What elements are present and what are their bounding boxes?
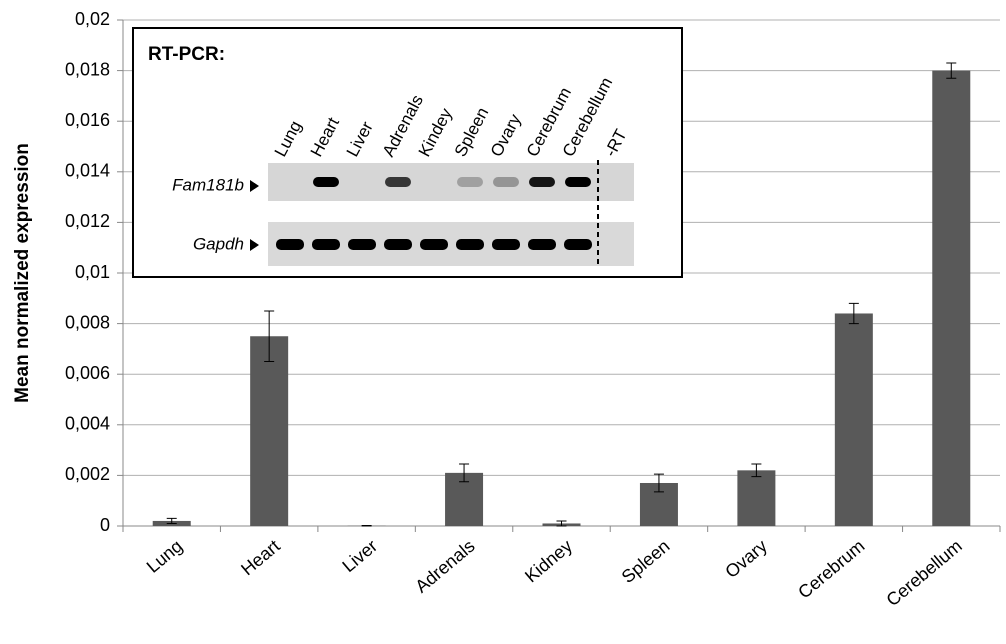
gel-band bbox=[420, 239, 448, 250]
y-tick-label: 0,014 bbox=[65, 161, 110, 181]
bar bbox=[737, 470, 775, 526]
gel-band bbox=[564, 239, 592, 250]
y-tick-label: 0,02 bbox=[75, 9, 110, 29]
gel-band bbox=[492, 239, 520, 250]
gel-band bbox=[457, 177, 483, 187]
inset-title: RT-PCR: bbox=[148, 44, 225, 65]
gel-band bbox=[385, 177, 411, 187]
y-axis-label: Mean normalized expression bbox=[12, 143, 33, 403]
gene-label: Fam181b bbox=[172, 175, 244, 194]
x-tick-label: Heart bbox=[237, 536, 284, 580]
y-tick-label: 0,016 bbox=[65, 110, 110, 130]
gel-band bbox=[276, 239, 304, 250]
y-tick-label: 0,006 bbox=[65, 363, 110, 383]
x-tick-label: Lung bbox=[143, 536, 187, 577]
gel-band bbox=[313, 177, 339, 187]
bar bbox=[932, 71, 970, 526]
x-tick-label: Cerebrum bbox=[794, 536, 868, 603]
gel-band bbox=[493, 177, 519, 187]
gel-band bbox=[348, 239, 376, 250]
y-tick-label: 0,012 bbox=[65, 211, 110, 231]
error-bar-line bbox=[362, 525, 372, 526]
x-tick-label: Spleen bbox=[618, 536, 674, 587]
y-tick-label: 0,002 bbox=[65, 464, 110, 484]
y-tick-label: 0,01 bbox=[75, 262, 110, 282]
gel-band bbox=[528, 239, 556, 250]
y-tick-label: 0,008 bbox=[65, 312, 110, 332]
bar bbox=[250, 336, 288, 526]
y-tick-label: 0 bbox=[100, 515, 110, 535]
gel-band bbox=[565, 177, 591, 187]
x-tick-label: Kidney bbox=[521, 536, 576, 587]
error-bar bbox=[362, 525, 372, 526]
y-tick-label: 0,018 bbox=[65, 59, 110, 79]
x-tick-label: Ovary bbox=[721, 536, 771, 582]
x-tick-label: Cerebellum bbox=[882, 536, 965, 610]
gel-band bbox=[529, 177, 555, 187]
gene-label: Gapdh bbox=[193, 234, 244, 253]
chart: Mean normalized expression 0 0,002 0,004 0,… bbox=[0, 0, 1006, 644]
bar bbox=[835, 313, 873, 526]
y-tick-label: 0,004 bbox=[65, 414, 110, 434]
x-tick-label: Liver bbox=[338, 536, 381, 576]
x-tick-label: Adrenals bbox=[411, 536, 478, 597]
gel-band bbox=[384, 239, 412, 250]
page: {"chart_data": {"type": "bar", "y_label"… bbox=[0, 0, 1006, 644]
gel-band bbox=[456, 239, 484, 250]
gel-band bbox=[312, 239, 340, 250]
